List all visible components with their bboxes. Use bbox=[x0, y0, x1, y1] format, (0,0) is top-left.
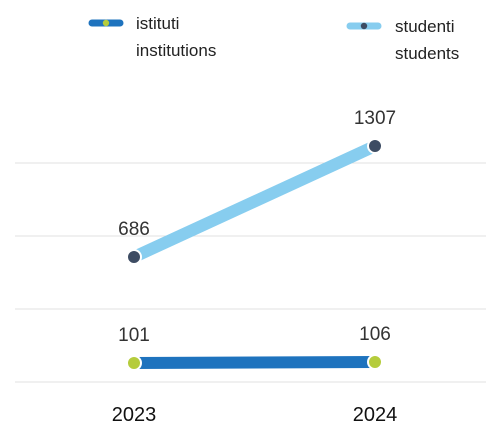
legend-item-institutions: istituti institutions bbox=[88, 14, 216, 60]
legend-dot-institutions bbox=[102, 19, 110, 27]
series-line-institutions bbox=[133, 356, 376, 369]
legend-label-institutions-it: istituti bbox=[136, 14, 179, 33]
data-label-institutions-2024: 106 bbox=[359, 324, 391, 345]
data-label-students-2024: 1307 bbox=[354, 108, 396, 129]
legend-swatch-institutions bbox=[88, 19, 124, 27]
legend-swatch-students bbox=[346, 22, 382, 30]
data-point-students-2024 bbox=[367, 138, 383, 154]
x-tick-label-2023: 2023 bbox=[112, 404, 157, 423]
series-line-students bbox=[131, 140, 378, 263]
legend-label-students-en: students bbox=[395, 44, 459, 63]
data-label-institutions-2023: 101 bbox=[118, 325, 150, 346]
series-institutions: 101 106 bbox=[118, 324, 391, 371]
data-point-institutions-2023 bbox=[126, 355, 142, 371]
data-label-students-2023: 686 bbox=[118, 219, 150, 240]
legend-label-students-it: studenti bbox=[395, 17, 455, 36]
legend-item-students: studenti students bbox=[346, 17, 459, 63]
data-point-institutions-2024 bbox=[367, 354, 383, 370]
x-tick-label-2024: 2024 bbox=[353, 404, 398, 423]
legend-label-institutions-en: institutions bbox=[136, 41, 216, 60]
data-point-students-2023 bbox=[126, 249, 142, 265]
x-axis: 2023 2024 bbox=[112, 404, 398, 423]
legend-dot-students bbox=[360, 22, 368, 30]
gridlines bbox=[15, 162, 486, 383]
legend: istituti institutions studenti students bbox=[88, 14, 459, 63]
series-students: 686 1307 bbox=[118, 108, 396, 265]
